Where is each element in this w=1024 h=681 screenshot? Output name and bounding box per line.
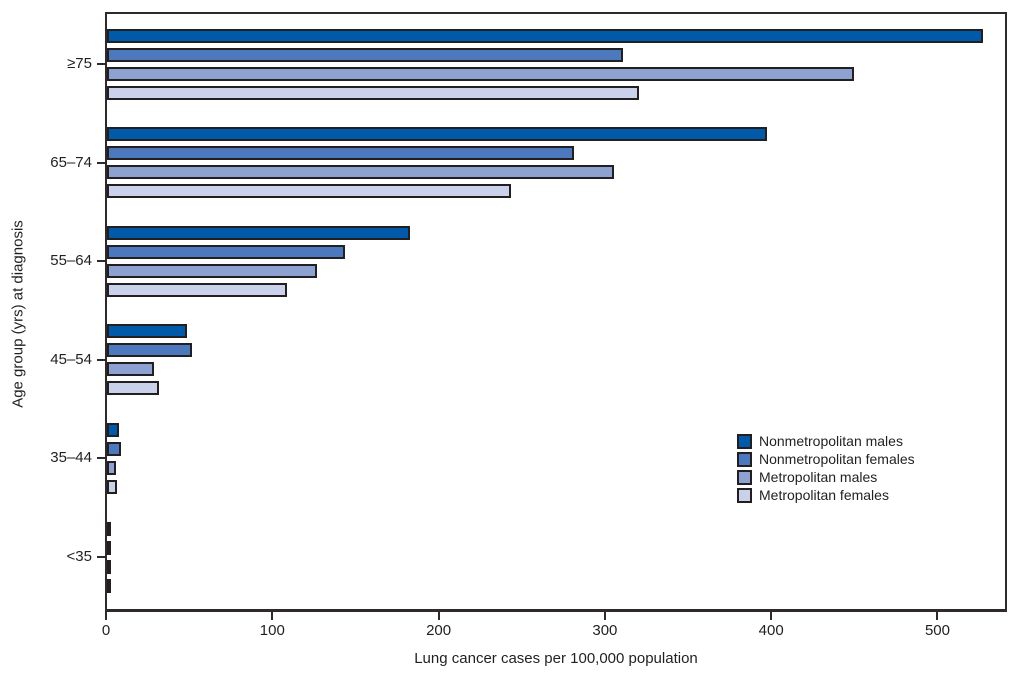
- bar-group-3: [107, 324, 1005, 396]
- bar-series2-group0: [107, 66, 854, 81]
- bar-group-4: [107, 422, 1005, 494]
- x-tick-0: [105, 612, 107, 620]
- y-tick-label-5: <35: [66, 548, 92, 565]
- x-tick-5: [936, 612, 939, 620]
- bar-series1-group5: [107, 540, 111, 555]
- plot-area: Nonmetropolitan males Nonmetropolitan fem…: [105, 12, 1007, 612]
- legend-item-1: Nonmetropolitan females: [737, 452, 915, 467]
- y-tick-0: [97, 63, 105, 65]
- bar-series0-group0: [107, 28, 984, 43]
- y-tick-label-1: 65–74: [50, 153, 92, 171]
- bar-series1-group3: [107, 343, 192, 358]
- bar-series3-group5: [107, 578, 111, 593]
- x-tick-label-1: 100: [259, 622, 285, 639]
- legend-label-3: Metropolitan females: [759, 487, 889, 503]
- x-axis-title: Lung cancer cases per 100,000 population: [414, 650, 698, 667]
- bar-series1-group0: [107, 47, 623, 62]
- legend-label-0: Nonmetropolitan males: [759, 433, 903, 449]
- bar-group-5: [107, 521, 1005, 593]
- legend-item-3: Metropolitan females: [737, 488, 915, 503]
- bar-series0-group4: [107, 422, 120, 437]
- bar-series1-group2: [107, 244, 345, 259]
- legend-swatch-icon: [737, 488, 752, 503]
- y-tick-2: [97, 260, 105, 263]
- legend-label-1: Nonmetropolitan females: [759, 451, 915, 467]
- legend-swatch-icon: [737, 470, 752, 485]
- bar-series3-group0: [107, 85, 640, 100]
- y-tick-3: [97, 358, 105, 361]
- y-tick-4: [97, 457, 105, 460]
- x-tick-3: [603, 612, 606, 620]
- legend-item-0: Nonmetropolitan males: [737, 434, 915, 449]
- bar-group-2: [107, 225, 1005, 297]
- bar-series3-group4: [107, 479, 118, 494]
- legend-label-2: Metropolitan males: [759, 469, 878, 485]
- x-tick-label-2: 200: [426, 622, 452, 639]
- y-tick-5: [97, 556, 105, 558]
- bar-series1-group4: [107, 441, 121, 456]
- y-tick-1: [97, 161, 105, 164]
- x-tick-label-4: 400: [758, 622, 784, 639]
- x-tick-label-0: 0: [101, 622, 111, 639]
- x-tick-label-5: 500: [924, 622, 950, 639]
- bar-series1-group1: [107, 146, 575, 161]
- bar-group-1: [107, 127, 1005, 199]
- bar-series2-group2: [107, 263, 317, 278]
- x-tick-4: [770, 612, 773, 620]
- bar-series0-group1: [107, 127, 768, 142]
- y-tick-label-4: 35–44: [50, 449, 92, 467]
- bar-series3-group1: [107, 184, 512, 199]
- bar-series3-group2: [107, 282, 287, 297]
- bar-series0-group5: [107, 521, 111, 536]
- bar-series2-group4: [107, 460, 117, 475]
- x-tick-2: [437, 612, 440, 620]
- legend-swatch-icon: [737, 452, 752, 467]
- x-tick-label-3: 300: [592, 622, 618, 639]
- bar-series0-group3: [107, 324, 187, 339]
- legend-swatch-icon: [737, 434, 752, 449]
- bar-series2-group3: [107, 362, 154, 377]
- bar-series0-group2: [107, 225, 410, 240]
- y-tick-label-3: 45–54: [50, 350, 92, 368]
- x-tick-1: [271, 612, 274, 620]
- bar-group-0: [107, 28, 1005, 100]
- y-axis-title: Age group (yrs) at diagnosis: [9, 220, 27, 408]
- bar-series2-group5: [107, 559, 111, 574]
- legend: Nonmetropolitan males Nonmetropolitan fem…: [737, 434, 915, 503]
- legend-item-2: Metropolitan males: [737, 470, 915, 485]
- bar-series3-group3: [107, 381, 159, 396]
- y-tick-label-0: ≥75: [67, 55, 92, 72]
- bar-series2-group1: [107, 165, 615, 180]
- y-tick-label-2: 55–64: [50, 252, 92, 270]
